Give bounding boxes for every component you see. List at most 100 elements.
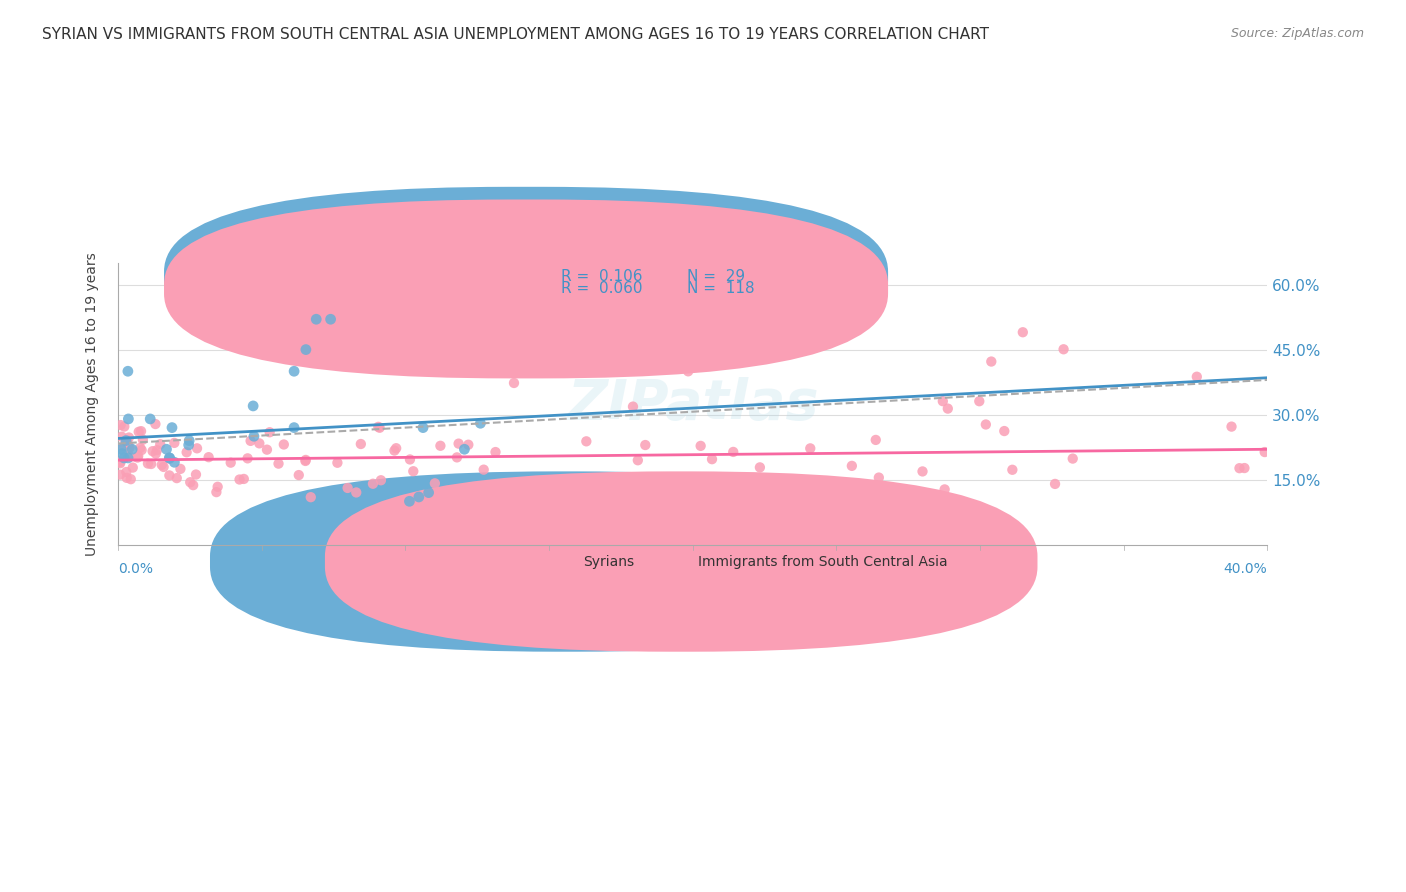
Point <box>283 420 305 434</box>
Point <box>177 438 200 452</box>
Point <box>336 481 359 495</box>
Point <box>131 443 153 458</box>
Point <box>676 364 699 378</box>
Point <box>299 490 322 504</box>
Point <box>115 434 138 448</box>
Text: Source: ZipAtlas.com: Source: ZipAtlas.com <box>1230 27 1364 40</box>
Point <box>256 442 278 457</box>
Point <box>179 434 201 448</box>
Text: 0.0%: 0.0% <box>118 562 153 575</box>
Point <box>152 459 174 474</box>
Point <box>243 429 266 443</box>
Point <box>117 437 139 451</box>
Point <box>207 480 229 494</box>
Point <box>540 491 562 506</box>
Point <box>149 437 172 451</box>
Point <box>120 472 142 486</box>
Point <box>402 464 425 478</box>
Point <box>1062 451 1084 466</box>
Point <box>993 424 1015 438</box>
Point <box>447 436 470 450</box>
Point <box>408 490 430 504</box>
Point <box>980 354 1002 368</box>
Point <box>288 468 311 483</box>
Point <box>1185 369 1208 384</box>
Point <box>294 454 316 468</box>
Point <box>1052 343 1074 357</box>
Point <box>118 441 141 455</box>
Point <box>159 450 181 465</box>
Point <box>305 312 328 326</box>
Point <box>865 433 887 447</box>
Point <box>186 442 208 456</box>
Point <box>423 476 446 491</box>
Text: 40.0%: 40.0% <box>1223 562 1267 575</box>
Point <box>121 460 143 475</box>
Point <box>412 420 434 434</box>
Point <box>398 494 420 508</box>
Point <box>370 473 392 487</box>
Point <box>139 412 162 426</box>
Point <box>129 424 152 438</box>
Point <box>748 460 770 475</box>
Point <box>115 471 138 485</box>
Point <box>350 437 373 451</box>
Point <box>1229 461 1251 475</box>
Point <box>163 455 186 469</box>
Point <box>146 443 169 458</box>
Point <box>294 453 316 467</box>
Point <box>969 394 991 409</box>
Point <box>730 507 752 521</box>
Point <box>503 376 526 390</box>
Point <box>160 420 183 434</box>
Point <box>128 425 150 439</box>
Point <box>627 453 650 467</box>
Point <box>634 438 657 452</box>
Point <box>446 450 468 465</box>
Point <box>484 445 506 459</box>
Text: Immigrants from South Central Asia: Immigrants from South Central Asia <box>699 555 948 568</box>
Point <box>361 476 384 491</box>
Point <box>1001 463 1024 477</box>
Point <box>118 449 141 463</box>
Point <box>121 442 143 457</box>
Point <box>457 438 479 452</box>
Point <box>129 441 152 455</box>
Point <box>181 478 204 492</box>
Point <box>228 473 250 487</box>
Point <box>700 452 723 467</box>
Point <box>179 475 201 490</box>
Point <box>384 443 406 458</box>
Point <box>868 470 890 484</box>
Point <box>127 449 149 463</box>
Point <box>399 452 422 467</box>
Point <box>295 343 318 357</box>
Point <box>911 465 934 479</box>
Point <box>110 418 132 433</box>
Point <box>259 425 281 440</box>
Point <box>112 439 135 453</box>
Point <box>453 442 475 457</box>
Point <box>283 364 305 378</box>
Point <box>242 399 264 413</box>
FancyBboxPatch shape <box>165 186 889 366</box>
Text: R =  0.060: R = 0.060 <box>561 281 643 296</box>
Point <box>239 434 262 448</box>
Point <box>607 472 630 486</box>
Point <box>723 445 745 459</box>
Point <box>197 450 219 465</box>
Point <box>470 417 492 431</box>
Point <box>344 485 367 500</box>
Point <box>418 485 440 500</box>
Point <box>111 430 134 444</box>
Point <box>1233 461 1256 475</box>
Point <box>155 442 177 457</box>
Point <box>247 436 270 450</box>
Point <box>367 420 389 434</box>
Point <box>176 445 198 459</box>
Text: N =  29: N = 29 <box>688 268 745 284</box>
Point <box>112 419 135 434</box>
Point <box>115 434 138 448</box>
Point <box>117 412 139 426</box>
Point <box>112 450 135 465</box>
